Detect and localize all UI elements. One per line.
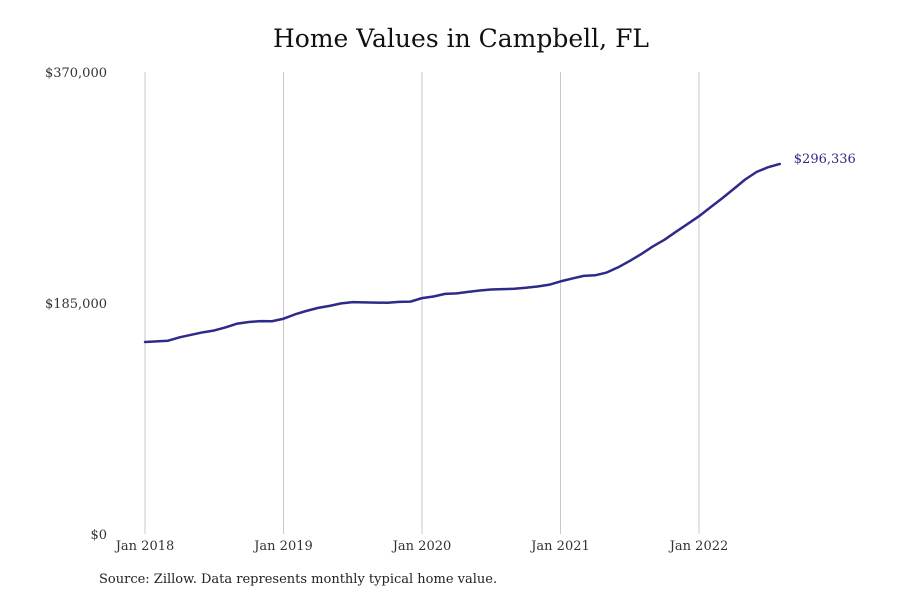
x-axis-labels: Jan 2018 Jan 2019 Jan 2020 Jan 2021 Jan 2022 [114,539,729,554]
source-note: Source: Zillow. Data represents monthly … [99,572,498,587]
x-tick-label: Jan 2020 [391,539,452,554]
series-line [143,162,782,344]
x-tick-label: Jan 2018 [114,539,175,554]
x-tick-label: Jan 2019 [252,539,313,554]
y-tick-label: $370,000 [45,66,107,81]
y-tick-label: $185,000 [45,297,107,312]
y-axis-labels: $0 $185,000 $370,000 [45,66,107,543]
x-tick-label: Jan 2022 [668,539,729,554]
end-value-label: $296,336 [794,152,856,167]
chart-title: Home Values in Campbell, FL [272,24,650,53]
grid-lines [144,72,700,534]
y-tick-label: $0 [90,528,107,543]
x-tick-label: Jan 2021 [529,539,590,554]
